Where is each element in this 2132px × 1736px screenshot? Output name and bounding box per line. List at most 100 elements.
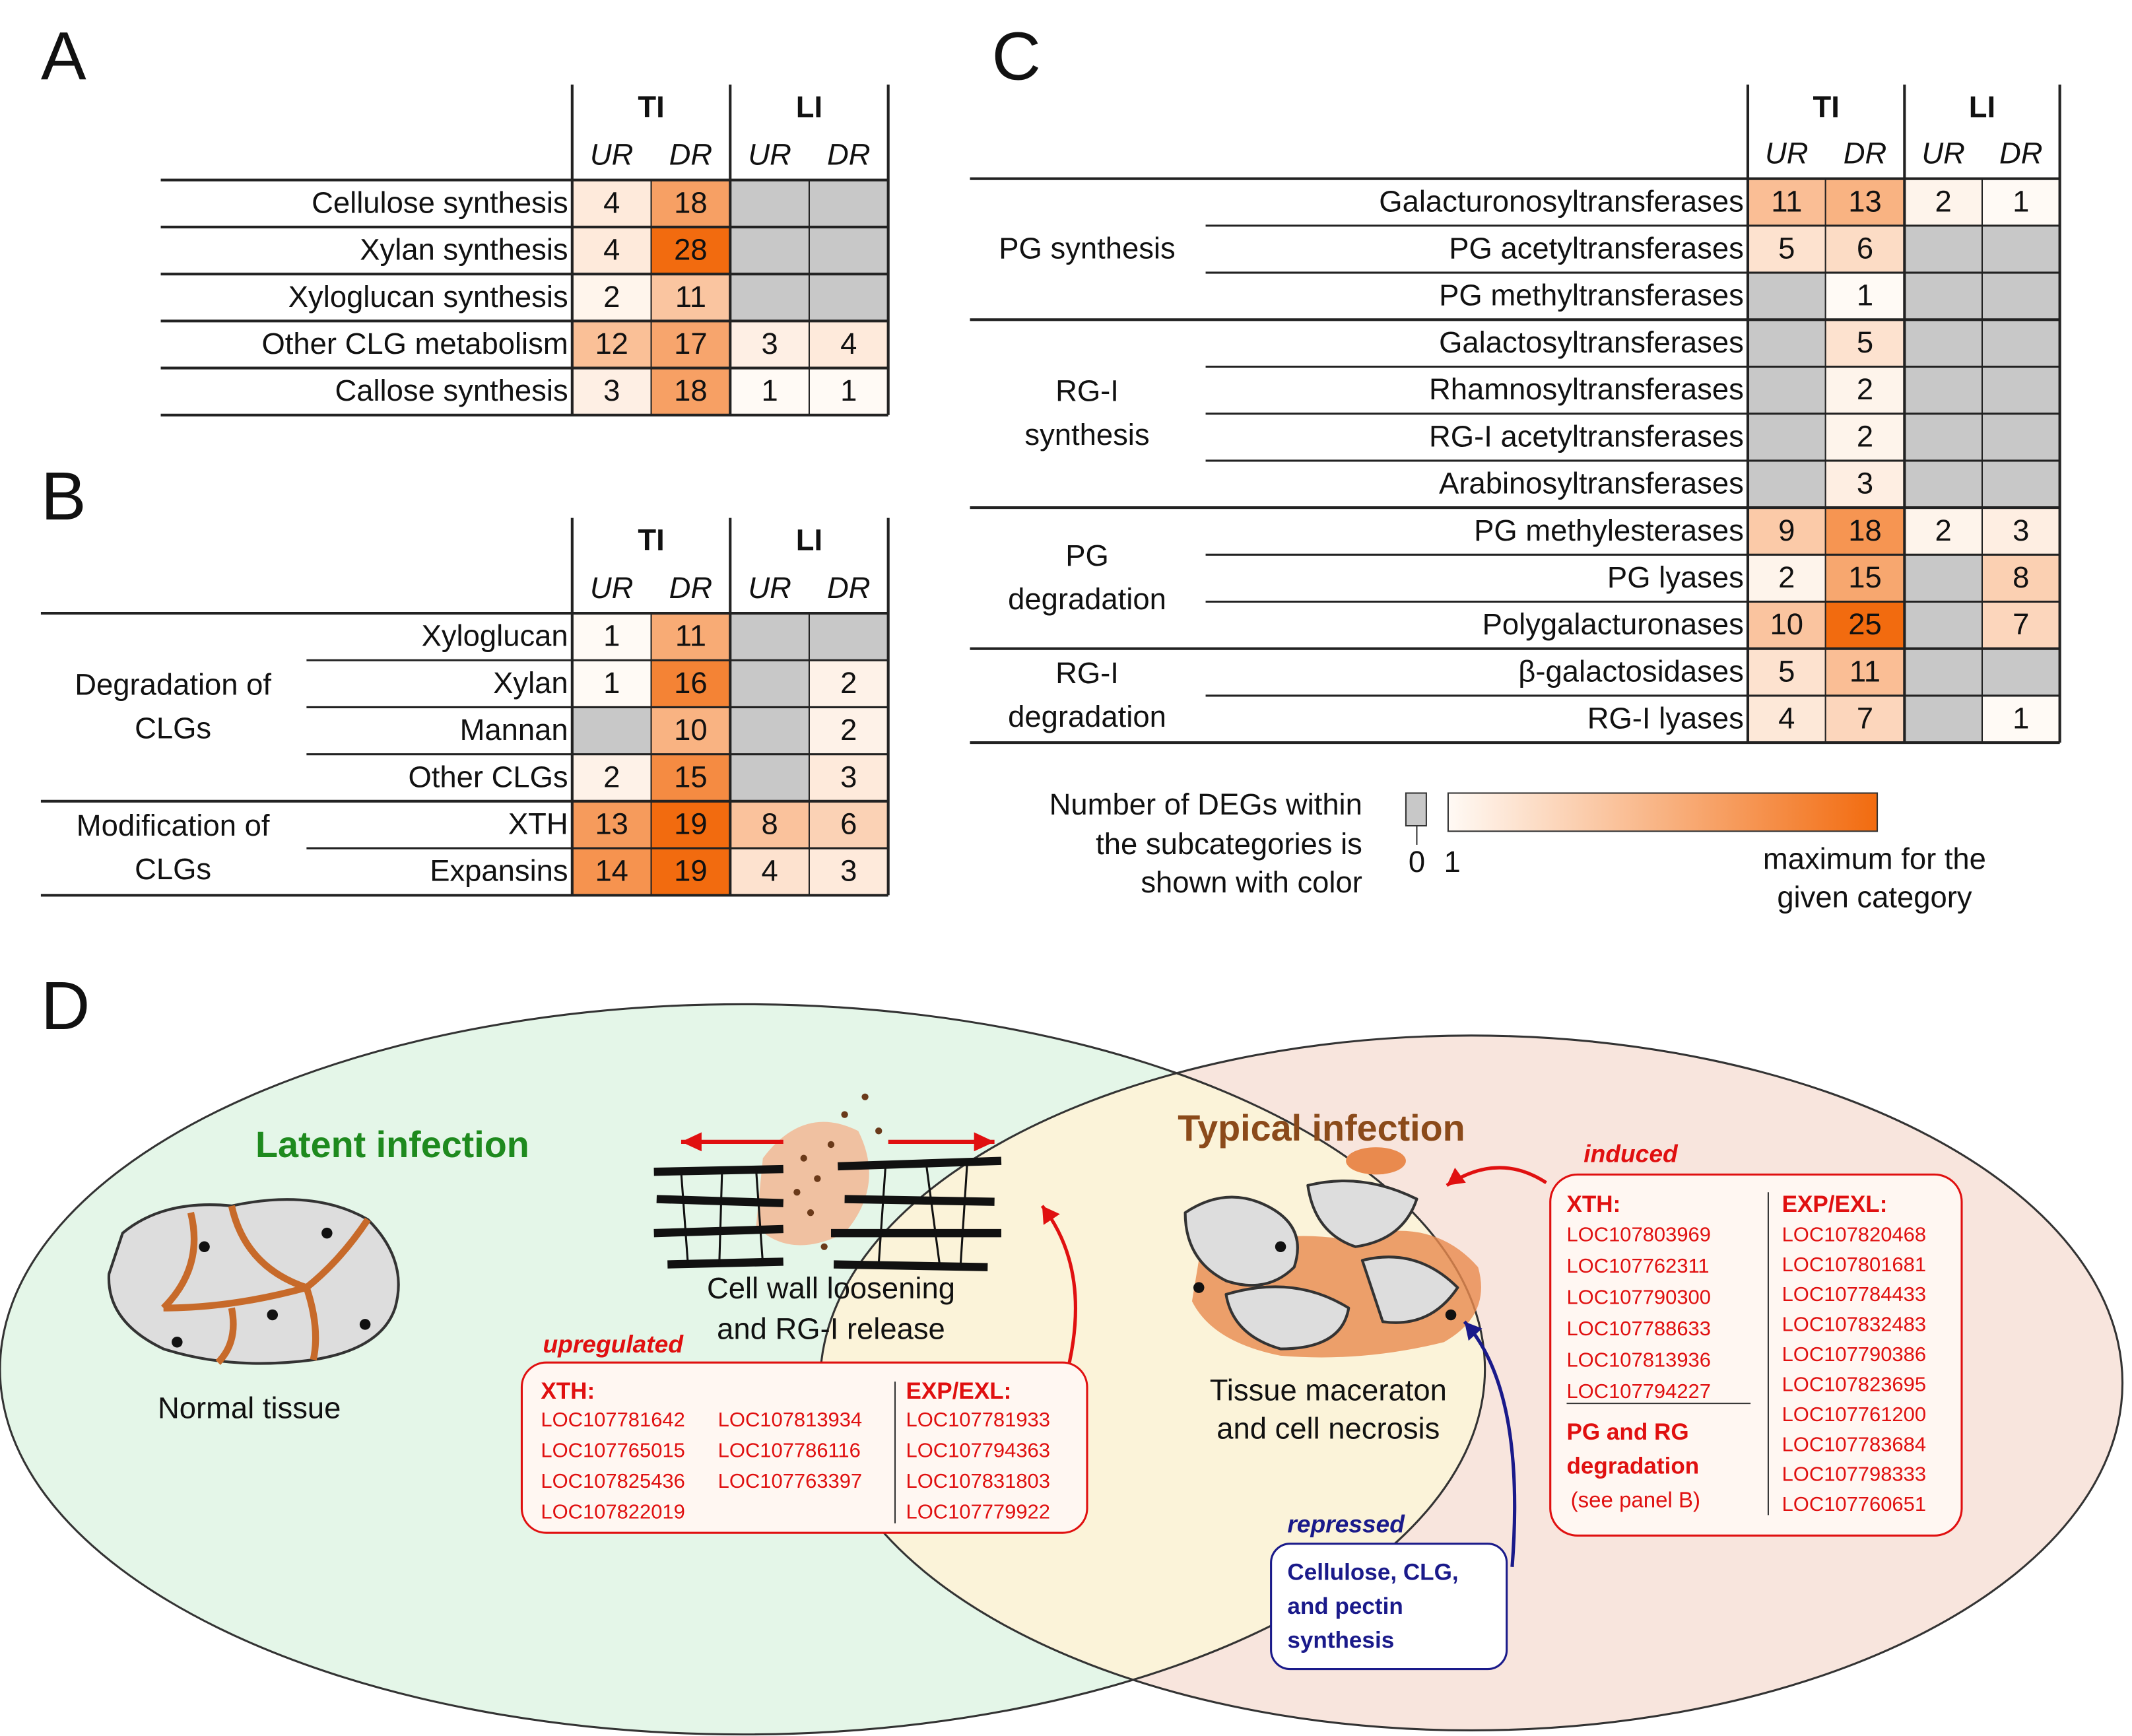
cell: [809, 368, 888, 415]
cell: [572, 274, 651, 321]
cell-value: 3: [840, 760, 857, 793]
cell: [1904, 178, 1982, 226]
cell: [1982, 648, 2060, 696]
gene-id: LOC107783684: [1782, 1432, 1926, 1455]
column-header: DR: [827, 571, 871, 605]
cell: [730, 226, 809, 275]
row-label: Xyloglucan: [422, 619, 568, 653]
cell: [651, 368, 731, 415]
cell: [730, 754, 809, 801]
panel-label: C: [992, 18, 1042, 94]
cell-value: 11: [1849, 654, 1881, 688]
row-label: Galacturonosyltransferases: [1379, 184, 1744, 218]
section-label: PG synthesis: [999, 232, 1175, 265]
cell: [1982, 601, 2060, 649]
column-header: DR: [1844, 137, 1887, 170]
cell-value: 7: [2013, 607, 2029, 641]
cell: [730, 321, 809, 368]
cell: [1904, 601, 1982, 649]
row-label: Rhamnosyltransferases: [1429, 372, 1744, 406]
column-header: UR: [590, 571, 634, 605]
group-header: TI: [638, 523, 664, 557]
column-header: DR: [669, 138, 713, 172]
cell: [1747, 508, 1826, 555]
cell: [730, 801, 809, 849]
cell: [572, 660, 651, 708]
outline: [0, 1003, 1486, 1736]
gene-id: LOC107813936: [1566, 1348, 1710, 1371]
cell-value: 2: [1857, 372, 1873, 406]
cell-value: 19: [674, 807, 708, 841]
box-text: and pectin: [1287, 1593, 1403, 1619]
cell: [1982, 460, 2060, 508]
row-label: Other CLG metabolism: [261, 327, 568, 360]
box-heading: PG and RG: [1566, 1419, 1688, 1445]
cell: [1747, 460, 1826, 508]
cell: [730, 848, 809, 896]
cell: [1982, 695, 2060, 743]
cell-value: 7: [1857, 702, 1873, 735]
cell-value: 4: [603, 233, 620, 267]
cell-value: 1: [2013, 184, 2029, 218]
cell: [1904, 695, 1982, 743]
box-heading: XTH:: [1566, 1191, 1620, 1217]
cell: [730, 274, 809, 321]
cell-value: 4: [603, 185, 620, 219]
section-label: synthesis: [1024, 418, 1149, 451]
section-label: CLGs: [135, 712, 211, 745]
typical-label: Typical infection: [1178, 1108, 1465, 1149]
cell: [1904, 508, 1982, 555]
row-label: Xylan synthesis: [360, 233, 568, 267]
cell: [1825, 460, 1905, 508]
row-label: PG acetyltransferases: [1449, 232, 1744, 265]
row-label: Arabinosyltransferases: [1439, 467, 1744, 500]
row-label: PG lyases: [1607, 560, 1744, 594]
group-header: LI: [796, 90, 822, 123]
cell-value: 13: [595, 807, 628, 841]
group-header: LI: [1969, 90, 1995, 123]
cell: [1825, 319, 1905, 367]
row-label: Expansins: [430, 854, 568, 888]
row-label: Other CLGs: [408, 760, 568, 793]
section-label: Modification of: [77, 809, 270, 842]
gene-id: LOC107781933: [906, 1408, 1049, 1431]
gene-id: LOC107794227: [1566, 1380, 1710, 1403]
box-text: Cellulose, CLG,: [1287, 1559, 1458, 1585]
cell: [1747, 413, 1826, 461]
cell: [1904, 273, 1982, 320]
row-label: PG methyltransferases: [1439, 279, 1744, 312]
cell-value: 5: [1778, 654, 1795, 688]
legend-text: given category: [1777, 880, 1972, 914]
legend-null-swatch: [1405, 792, 1427, 827]
cell-value: 18: [674, 374, 708, 407]
cell-value: 12: [595, 327, 628, 360]
legend-text: Number of DEGs within: [1049, 787, 1362, 821]
row-label: Mannan: [460, 713, 568, 747]
caption: Cell wall loosening: [707, 1271, 955, 1305]
gene-id: LOC107790386: [1782, 1343, 1926, 1366]
row-label: Cellulose synthesis: [312, 185, 568, 219]
cell: [809, 660, 888, 708]
cell: [1747, 178, 1826, 226]
cell-value: 3: [1857, 467, 1873, 500]
cell-value: 2: [1935, 184, 1952, 218]
cell: [651, 707, 731, 754]
cell: [651, 848, 731, 896]
cell: [1982, 225, 2060, 273]
normal-tissue-drawing: [107, 1198, 400, 1365]
cell: [1825, 508, 1905, 555]
cell-value: 14: [595, 854, 628, 888]
induced-box: [1549, 1173, 1963, 1537]
gene-id: LOC107761200: [1782, 1403, 1926, 1426]
cell-value: 5: [1857, 325, 1873, 359]
cell: [572, 848, 651, 896]
cell-value: 8: [761, 807, 778, 841]
gene-id: LOC107786116: [718, 1439, 861, 1462]
cell: [1825, 413, 1905, 461]
section-label: degradation: [1008, 582, 1166, 616]
cell-value: 3: [840, 854, 857, 888]
cell-value: 19: [674, 854, 708, 888]
gene-id: LOC107832483: [1782, 1313, 1926, 1336]
cell: [1825, 366, 1905, 414]
